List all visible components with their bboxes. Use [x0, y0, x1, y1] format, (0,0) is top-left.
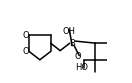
- Text: OH: OH: [63, 27, 76, 36]
- Text: B: B: [69, 39, 75, 48]
- Text: HO: HO: [75, 63, 88, 72]
- Text: O: O: [74, 52, 81, 61]
- Text: O: O: [22, 47, 29, 56]
- Text: O: O: [22, 31, 29, 40]
